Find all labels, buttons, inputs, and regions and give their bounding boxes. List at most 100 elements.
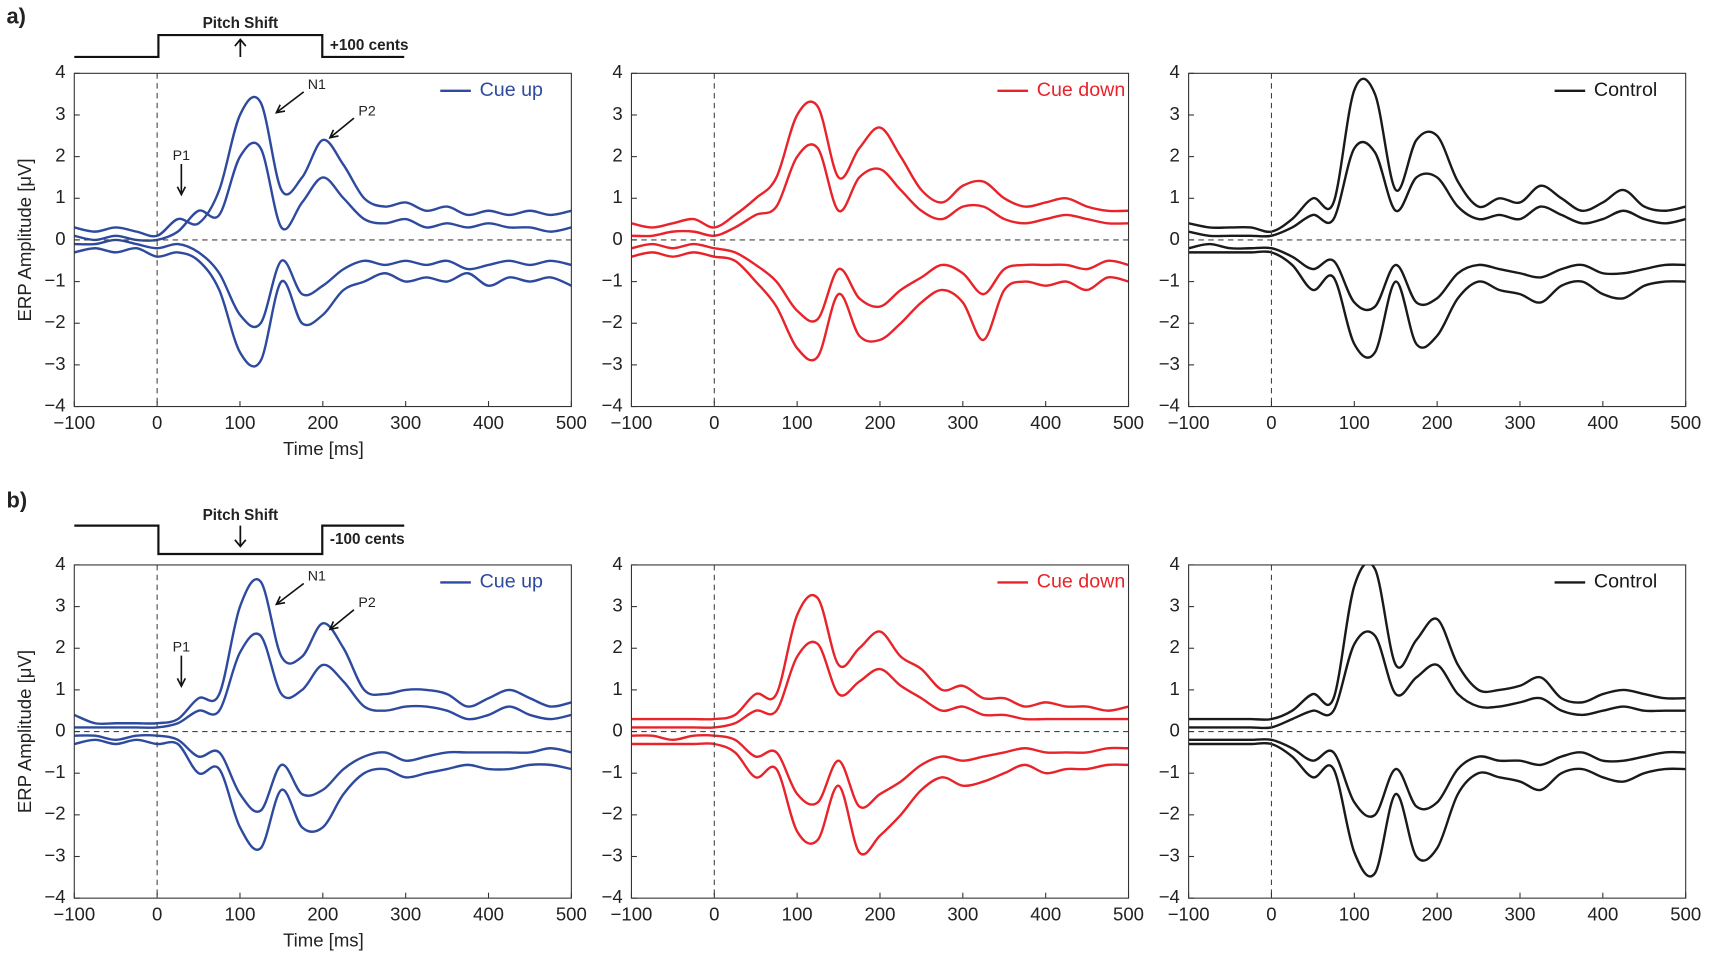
x-tick-label: 100 — [1339, 412, 1370, 433]
y-tick-label: 2 — [612, 145, 622, 166]
y-tick-label: 3 — [612, 103, 622, 124]
y-tick-label: −4 — [44, 394, 65, 415]
legend-label: Control — [1594, 79, 1657, 101]
y-tick-label: −1 — [602, 761, 623, 782]
annotation-arrowhead — [176, 678, 187, 689]
x-axis-label: Time [ms] — [283, 438, 364, 459]
y-tick-label: −3 — [602, 844, 623, 865]
annotation: N1 — [308, 77, 326, 93]
y-tick-label: 2 — [1170, 636, 1180, 657]
x-tick-label: 400 — [1030, 412, 1061, 433]
y-tick-label: −2 — [44, 803, 65, 824]
x-tick-label: 200 — [307, 412, 338, 433]
y-tick-label: −4 — [1159, 394, 1180, 415]
y-tick-label: 4 — [1170, 61, 1180, 82]
erp-trace — [631, 100, 1129, 229]
y-tick-label: 2 — [55, 145, 65, 166]
annotation-arrow — [329, 609, 355, 631]
legend-label: Cue down — [1037, 571, 1126, 593]
x-tick-label: 0 — [152, 412, 162, 433]
x-tick-label: 0 — [709, 904, 719, 925]
annotation-arrow — [275, 582, 305, 605]
x-tick-label: 100 — [782, 904, 813, 925]
x-tick-label: 300 — [947, 904, 978, 925]
erp-trace — [1188, 741, 1686, 878]
y-tick-label: 1 — [1170, 678, 1180, 699]
annotation-arrowhead — [274, 596, 286, 606]
erp-trace — [631, 143, 1129, 238]
y-tick-label: 1 — [1170, 186, 1180, 207]
y-tick-label: −2 — [602, 803, 623, 824]
y-tick-label: 0 — [1170, 228, 1180, 249]
x-tick-label: 400 — [1587, 904, 1618, 925]
erp-trace — [631, 593, 1129, 721]
x-tick-label: 500 — [1670, 412, 1701, 433]
legend-label: Cue down — [1037, 79, 1126, 101]
y-tick-label: −1 — [1159, 761, 1180, 782]
erp-trace — [1188, 250, 1686, 359]
y-axis-label: ERP Amplitude [μV] — [14, 650, 35, 813]
x-tick-label: 200 — [1422, 904, 1453, 925]
erp-trace — [1188, 140, 1686, 238]
annotation-arrowhead — [328, 129, 339, 139]
x-tick-label: 200 — [864, 904, 895, 925]
stimulus-amount: -100 cents — [330, 531, 405, 548]
y-tick-label: 0 — [1170, 719, 1180, 740]
stimulus-arrow — [234, 38, 247, 57]
stimulus-amount: +100 cents — [330, 37, 409, 54]
y-tick-label: −4 — [602, 886, 623, 907]
y-tick-label: 3 — [55, 595, 65, 616]
erp-trace — [631, 640, 1129, 729]
y-tick-label: 0 — [55, 228, 65, 249]
x-tick-label: −100 — [611, 412, 653, 433]
erp-trace — [1188, 630, 1686, 730]
y-tick-label: 1 — [55, 678, 65, 699]
x-tick-label: 500 — [1113, 412, 1144, 433]
legend-label: Cue up — [480, 571, 543, 593]
y-tick-label: −4 — [44, 886, 65, 907]
x-tick-label: 500 — [556, 412, 587, 433]
traces — [1188, 77, 1686, 359]
y-tick-label: −2 — [1159, 311, 1180, 332]
x-tick-label: 300 — [947, 412, 978, 433]
y-tick-label: 4 — [55, 61, 65, 82]
erp-trace — [1188, 77, 1686, 234]
erp-trace — [631, 742, 1129, 856]
erp-trace — [74, 632, 572, 729]
traces — [631, 593, 1129, 856]
annotation: N1 — [308, 569, 326, 585]
x-tick-label: 200 — [1422, 412, 1453, 433]
erp-trace — [1188, 738, 1686, 818]
x-tick-label: 400 — [473, 412, 504, 433]
stimulus-step — [74, 34, 405, 59]
y-tick-label: 1 — [612, 186, 622, 207]
y-tick-label: 3 — [612, 595, 622, 616]
annotation: P1 — [173, 640, 190, 656]
y-tick-label: 1 — [55, 186, 65, 207]
y-tick-label: −3 — [1159, 353, 1180, 374]
annotation: P2 — [358, 595, 375, 611]
x-tick-label: −100 — [611, 904, 653, 925]
traces — [631, 100, 1129, 362]
x-tick-label: 400 — [1030, 904, 1061, 925]
x-axis-label: Time [ms] — [283, 930, 364, 951]
y-tick-label: −1 — [1159, 269, 1180, 290]
y-tick-label: 2 — [612, 636, 622, 657]
erp-trace — [1188, 564, 1686, 721]
x-tick-label: 400 — [473, 904, 504, 925]
legend-label: Cue up — [480, 79, 543, 101]
x-tick-label: 300 — [390, 412, 421, 433]
x-tick-label: 0 — [152, 904, 162, 925]
annotation-arrowhead — [328, 621, 339, 631]
x-tick-label: 500 — [556, 904, 587, 925]
erp-trace — [74, 95, 572, 238]
x-tick-label: 500 — [1670, 904, 1701, 925]
x-tick-label: −100 — [53, 412, 95, 433]
x-tick-label: 300 — [390, 904, 421, 925]
erp-trace — [74, 141, 572, 242]
y-axis-label: ERP Amplitude [μV] — [14, 158, 35, 321]
annotation: P2 — [358, 103, 375, 119]
y-tick-label: −2 — [602, 311, 623, 332]
x-tick-label: 0 — [1266, 412, 1276, 433]
